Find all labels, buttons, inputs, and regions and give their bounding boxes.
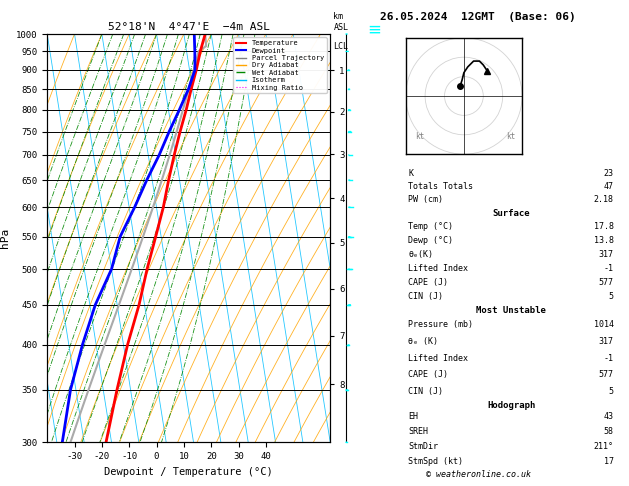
Text: Totals Totals: Totals Totals	[408, 182, 474, 191]
Text: 577: 577	[599, 370, 614, 379]
Text: 17: 17	[604, 457, 614, 466]
Text: Lifted Index: Lifted Index	[408, 353, 469, 363]
Text: StmSpd (kt): StmSpd (kt)	[408, 457, 464, 466]
Title: 52°18'N  4°47'E  −4m ASL: 52°18'N 4°47'E −4m ASL	[108, 22, 270, 32]
Text: Temp (°C): Temp (°C)	[408, 222, 454, 231]
Text: 47: 47	[604, 182, 614, 191]
Text: PW (cm): PW (cm)	[408, 195, 443, 205]
Text: Hodograph: Hodograph	[487, 400, 535, 410]
Text: Lifted Index: Lifted Index	[408, 264, 469, 273]
Text: Most Unstable: Most Unstable	[476, 306, 546, 315]
Text: Dewp (°C): Dewp (°C)	[408, 236, 454, 245]
Text: θₑ(K): θₑ(K)	[408, 250, 433, 259]
Text: CAPE (J): CAPE (J)	[408, 370, 448, 379]
Text: EH: EH	[408, 412, 418, 421]
Text: 5: 5	[609, 387, 614, 396]
Y-axis label: hPa: hPa	[1, 228, 11, 248]
Text: 13.8: 13.8	[594, 236, 614, 245]
Text: CIN (J): CIN (J)	[408, 292, 443, 301]
Text: LCL: LCL	[333, 42, 348, 51]
Text: 211°: 211°	[594, 442, 614, 451]
Text: K: K	[408, 169, 413, 178]
Text: 317: 317	[599, 250, 614, 259]
Text: CAPE (J): CAPE (J)	[408, 278, 448, 287]
Text: km
ASL: km ASL	[333, 12, 348, 32]
Text: Surface: Surface	[493, 209, 530, 218]
Text: kt: kt	[506, 132, 516, 140]
Text: 577: 577	[599, 278, 614, 287]
Text: CIN (J): CIN (J)	[408, 387, 443, 396]
Legend: Temperature, Dewpoint, Parcel Trajectory, Dry Adiabat, Wet Adiabat, Isotherm, Mi: Temperature, Dewpoint, Parcel Trajectory…	[233, 37, 326, 93]
Text: 17.8: 17.8	[594, 222, 614, 231]
Text: θₑ (K): θₑ (K)	[408, 337, 438, 346]
Text: 1014: 1014	[594, 320, 614, 330]
Text: 23: 23	[604, 169, 614, 178]
Text: 26.05.2024  12GMT  (Base: 06): 26.05.2024 12GMT (Base: 06)	[380, 12, 576, 22]
Text: Pressure (mb): Pressure (mb)	[408, 320, 474, 330]
Text: ≡: ≡	[367, 20, 381, 38]
Text: 43: 43	[604, 412, 614, 421]
Text: 2.18: 2.18	[594, 195, 614, 205]
Text: 317: 317	[599, 337, 614, 346]
Text: SREH: SREH	[408, 427, 428, 436]
Text: -1: -1	[604, 353, 614, 363]
Text: © weatheronline.co.uk: © weatheronline.co.uk	[426, 469, 530, 479]
X-axis label: Dewpoint / Temperature (°C): Dewpoint / Temperature (°C)	[104, 467, 273, 477]
Text: StmDir: StmDir	[408, 442, 438, 451]
Text: 58: 58	[604, 427, 614, 436]
Text: 5: 5	[609, 292, 614, 301]
Text: kt: kt	[415, 132, 425, 140]
Text: -1: -1	[604, 264, 614, 273]
